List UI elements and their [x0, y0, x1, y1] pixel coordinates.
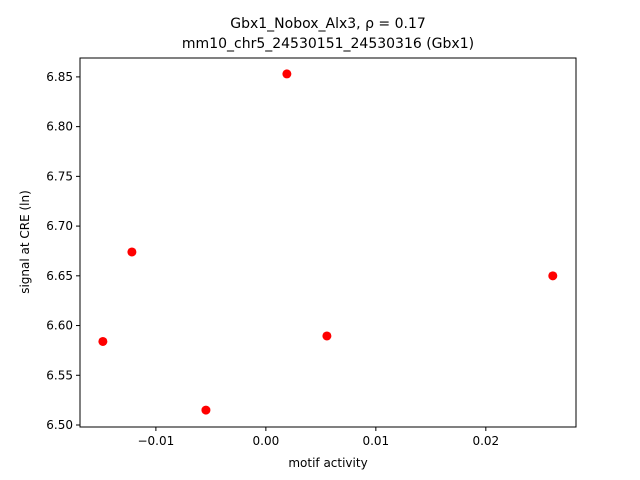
y-tick-label: 6.55 [46, 368, 73, 382]
x-tick-label: 0.02 [472, 434, 499, 448]
plot-frame [79, 57, 577, 428]
point [322, 331, 332, 341]
y-tick-label: 6.50 [46, 418, 73, 432]
point [548, 271, 558, 281]
x-tick-label: −0.01 [137, 434, 174, 448]
chart-subtitle: mm10_chr5_24530151_24530316 (Gbx1) [182, 36, 474, 52]
y-tick-label: 6.60 [46, 319, 73, 333]
chart-title: Gbx1_Nobox_Alx3, ρ = 0.17 [230, 16, 426, 32]
y-tick-label: 6.70 [46, 219, 73, 233]
point [127, 247, 137, 257]
x-tick-label: 0.01 [362, 434, 389, 448]
point [282, 69, 292, 79]
y-axis-label: signal at CRE (ln) [18, 190, 32, 294]
y-tick-label: 6.75 [46, 169, 73, 183]
y-tick-label: 6.65 [46, 269, 73, 283]
point [201, 405, 211, 415]
y-tick-label: 6.85 [46, 70, 73, 84]
x-axis-label: motif activity [288, 456, 367, 470]
point [98, 336, 108, 346]
x-tick-label: 0.00 [253, 434, 280, 448]
y-tick-label: 6.80 [46, 120, 73, 134]
